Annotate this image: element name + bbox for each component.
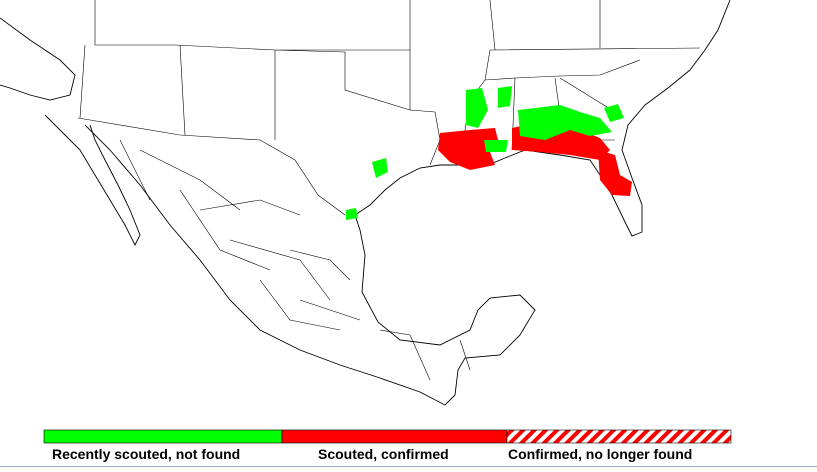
- confirmed-area: [598, 150, 632, 196]
- divider: [0, 466, 817, 467]
- not-found-area: [466, 88, 488, 128]
- not-found-area: [346, 208, 358, 220]
- legend-bar: [43, 429, 732, 444]
- legend-swatch: [43, 429, 283, 444]
- legend-swatch: [506, 429, 732, 444]
- green-patches: [346, 86, 624, 220]
- not-found-area: [484, 140, 508, 152]
- legend-swatch: [281, 429, 508, 444]
- coastline: [84, 0, 731, 406]
- legend-label: Recently scouted, not found: [52, 446, 241, 462]
- border: [79, 0, 701, 166]
- coastline: [44, 114, 141, 247]
- not-found-area: [604, 104, 624, 122]
- legend-label: Confirmed, no longer found: [508, 446, 693, 462]
- border: [77, 117, 346, 216]
- coastline: [0, 17, 76, 101]
- not-found-area: [518, 105, 612, 140]
- legend-label: Scouted, confirmed: [318, 446, 449, 462]
- border: [119, 139, 471, 381]
- not-found-area: [498, 86, 512, 108]
- not-found-area: [372, 158, 388, 178]
- confirmed-area: [438, 128, 498, 170]
